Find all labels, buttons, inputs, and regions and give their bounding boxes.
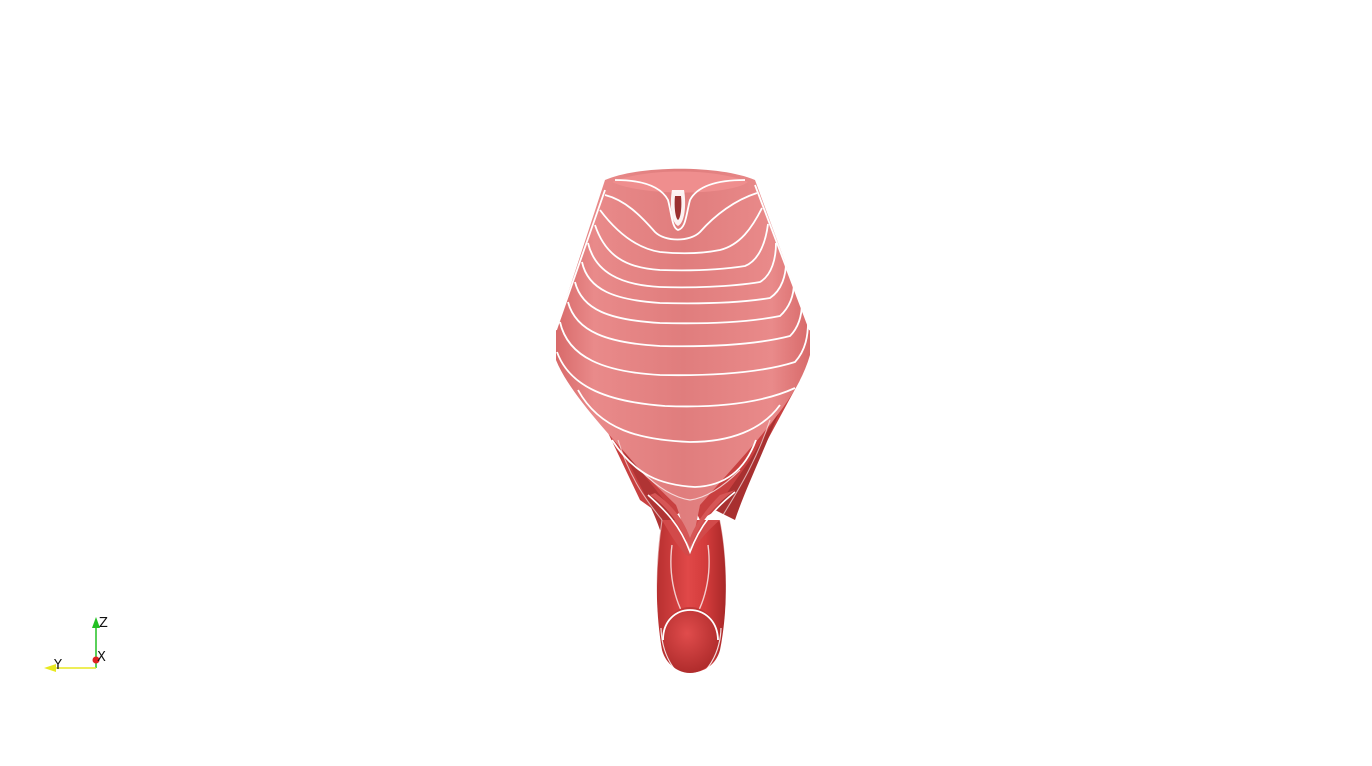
y-axis-arrow-icon bbox=[44, 664, 56, 672]
x-axis-dot-icon bbox=[92, 656, 100, 664]
stem-tip bbox=[661, 607, 719, 673]
lower-inner-fold bbox=[617, 419, 771, 555]
z-axis-arrow-icon bbox=[92, 617, 100, 628]
contour-lines bbox=[555, 179, 811, 488]
orientation-axes[interactable]: Z Y X bbox=[44, 616, 108, 673]
y-axis-label: Y bbox=[53, 658, 62, 673]
z-axis-label: Z bbox=[99, 616, 108, 631]
x-axis-label: X bbox=[97, 650, 106, 665]
